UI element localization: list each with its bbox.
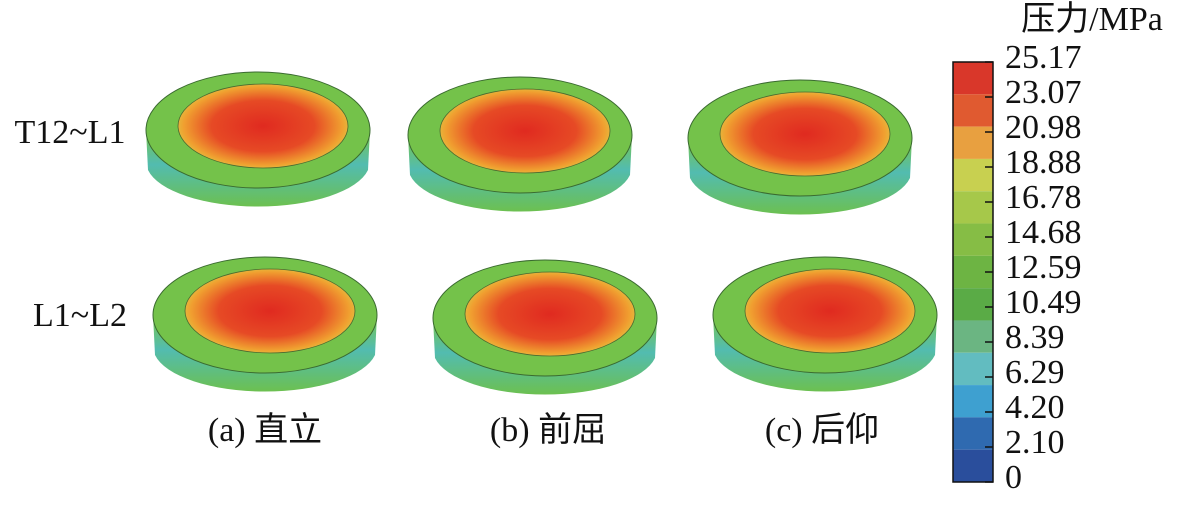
colorbar-label: 10.49: [1005, 284, 1082, 321]
disc-nucleus: [184, 268, 356, 354]
column-label: (b) 前屈: [490, 411, 606, 449]
colorbar-label: 4.20: [1005, 389, 1065, 426]
colorbar-label: 16.78: [1005, 179, 1082, 216]
disc-models: [145, 71, 938, 395]
colorbar-label: 14.68: [1005, 214, 1082, 251]
colorbar-segment: [953, 223, 993, 256]
colorbar-segment: [953, 449, 993, 482]
column-label: (a) 直立: [208, 411, 322, 449]
colorbar-segment: [953, 191, 993, 224]
colorbar-label: 23.07: [1005, 74, 1082, 111]
disc: [407, 76, 633, 212]
colorbar-segment: [953, 417, 993, 450]
colorbar-label: 0: [1005, 459, 1022, 496]
colorbar-segment: [953, 320, 993, 353]
row-label: L1~L2: [33, 297, 127, 334]
colorbar: 25.1723.0720.9818.8816.7814.6812.5910.49…: [952, 39, 1082, 496]
disc-nucleus: [464, 271, 636, 357]
colorbar-label: 8.39: [1005, 319, 1065, 356]
column-label: (c) 后仰: [765, 411, 879, 449]
colorbar-label: 12.59: [1005, 249, 1082, 286]
colorbar-label: 25.17: [1005, 39, 1082, 76]
colorbar-title: 压力/MPa: [1021, 0, 1163, 38]
colorbar-label: 20.98: [1005, 109, 1082, 146]
colorbar-label: 6.29: [1005, 354, 1065, 391]
disc: [687, 79, 913, 215]
disc: [432, 259, 658, 395]
colorbar-segment: [953, 352, 993, 386]
colorbar-label: 2.10: [1005, 424, 1065, 461]
colorbar-segment: [953, 158, 993, 192]
colorbar-label: 18.88: [1005, 144, 1082, 181]
colorbar-segment: [953, 62, 993, 95]
colorbar-segment: [953, 94, 993, 127]
colorbar-segment: [953, 288, 993, 321]
disc: [152, 256, 378, 392]
disc: [712, 256, 938, 392]
disc: [145, 71, 371, 207]
row-label: T12~L1: [15, 114, 126, 151]
disc-nucleus: [719, 91, 891, 177]
disc-nucleus: [177, 83, 349, 169]
disc-nucleus: [744, 268, 916, 354]
disc-nucleus: [439, 88, 611, 174]
